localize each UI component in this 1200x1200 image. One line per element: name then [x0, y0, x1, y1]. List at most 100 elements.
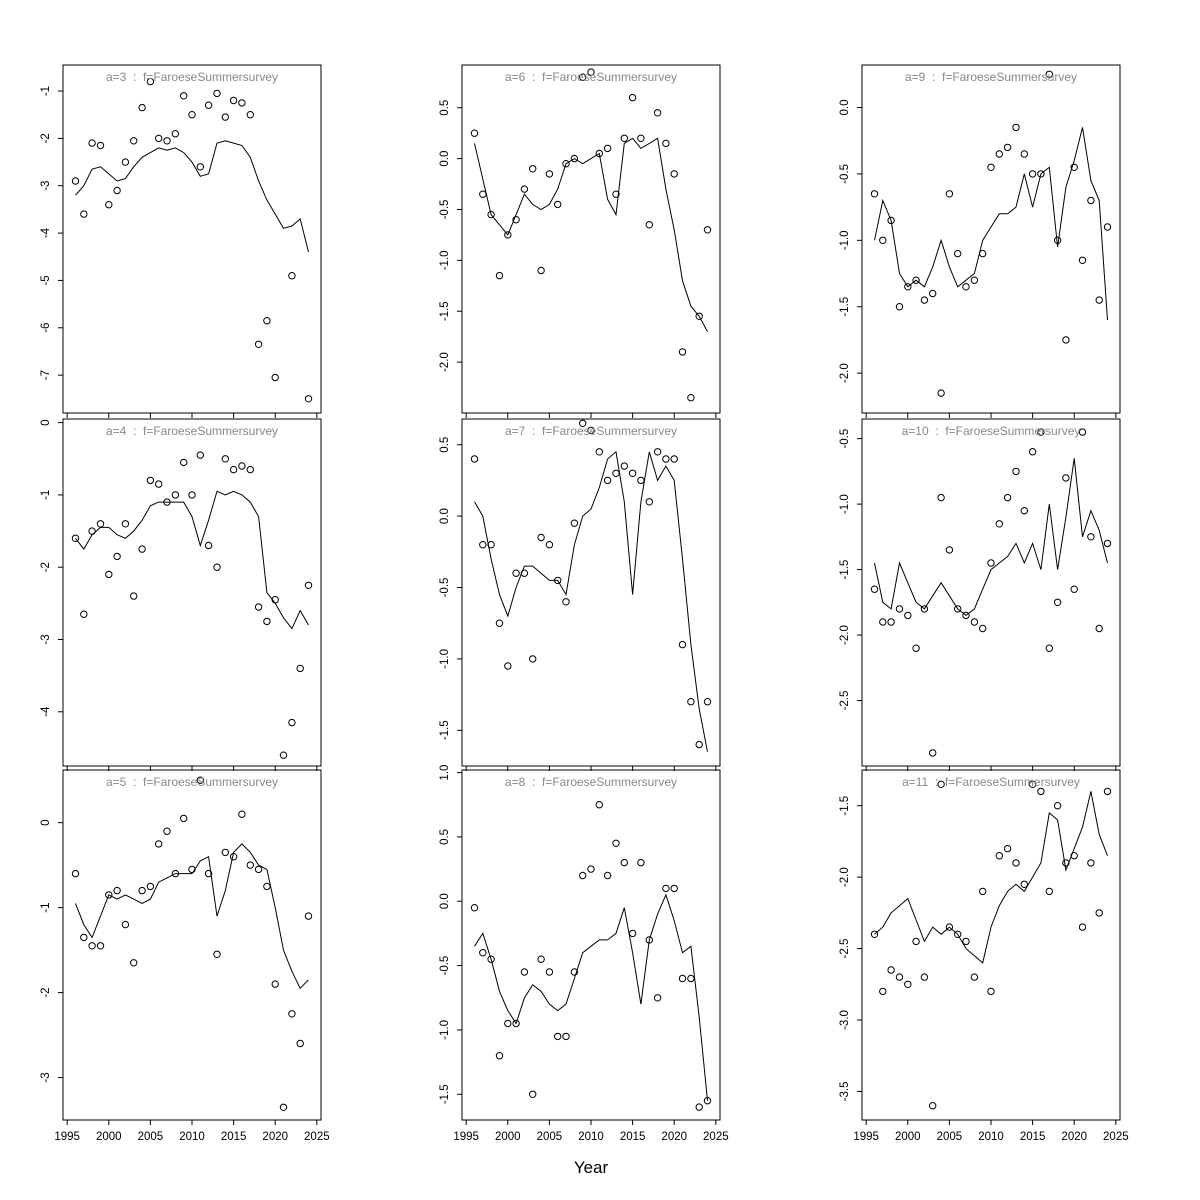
data-point — [1003, 143, 1012, 152]
data-point — [130, 959, 138, 967]
x-tick-label: 2020 — [262, 1131, 288, 1143]
data-point — [188, 491, 196, 499]
data-point — [246, 465, 255, 474]
data-point — [904, 611, 912, 620]
y-tick-label: -1.0 — [439, 1020, 451, 1040]
data-point — [1003, 844, 1012, 853]
data-point — [695, 1103, 703, 1111]
smoother-line — [474, 450, 708, 752]
data-point — [870, 930, 879, 939]
data-point — [570, 968, 579, 976]
data-point — [512, 216, 520, 224]
data-point — [520, 968, 529, 976]
data-point — [229, 465, 238, 474]
data-point — [520, 569, 529, 577]
data-point — [204, 101, 213, 109]
data-point — [895, 303, 904, 311]
data-point — [537, 533, 545, 542]
x-tick-label: 2000 — [895, 1131, 921, 1143]
data-point — [279, 1103, 288, 1111]
x-tick-label: 2010 — [578, 1131, 604, 1143]
y-tick-label: 1.0 — [439, 765, 451, 781]
y-tick-label: -1.0 — [839, 494, 851, 514]
data-point — [188, 865, 196, 874]
y-tick-label: -1.5 — [839, 560, 851, 580]
data-point — [653, 448, 662, 456]
data-point — [995, 520, 1004, 528]
y-tick-label: -3 — [40, 181, 52, 191]
y-tick-label: -3 — [40, 1072, 52, 1082]
data-point — [962, 283, 970, 291]
y-tick-label: -4 — [40, 227, 52, 238]
data-point — [954, 249, 962, 258]
data-point — [612, 839, 620, 848]
plot-strokes — [857, 418, 1121, 771]
data-point — [288, 272, 296, 280]
y-tick-label: -3.0 — [839, 1010, 851, 1030]
data-point — [229, 853, 238, 861]
data-point — [288, 718, 296, 727]
data-point — [987, 559, 995, 567]
y-tick-label: -0.5 — [439, 578, 451, 598]
data-point — [587, 426, 595, 435]
data-point — [562, 598, 570, 606]
y-tick-label: 0.0 — [439, 508, 451, 524]
data-point — [595, 149, 604, 158]
data-point — [662, 139, 670, 148]
y-tick-label: -5 — [40, 275, 52, 285]
data-point — [1062, 859, 1070, 867]
data-point — [920, 973, 929, 981]
y-tick-label: -1 — [40, 86, 52, 96]
data-point — [562, 160, 570, 168]
data-point — [1045, 644, 1054, 652]
data-point — [188, 111, 196, 119]
data-point — [105, 201, 113, 209]
data-point — [603, 871, 612, 880]
data-point — [296, 1039, 304, 1048]
data-point — [180, 92, 188, 100]
data-point — [545, 541, 554, 549]
data-point — [495, 619, 504, 627]
plot-svg-age-3: -1 -2 -3 -4 -5 -6 -7 — [40, 64, 322, 418]
data-point — [703, 698, 712, 706]
y-tick-label: -1.5 — [439, 720, 451, 740]
data-point — [1103, 539, 1112, 548]
data-point — [1087, 859, 1095, 867]
data-point — [920, 296, 929, 304]
data-point — [887, 618, 895, 626]
data-point — [221, 455, 230, 463]
data-point — [495, 271, 504, 280]
data-point — [612, 469, 620, 478]
x-axis-label: Year — [573, 1158, 609, 1177]
data-point — [121, 920, 130, 929]
data-point — [196, 451, 205, 459]
data-point — [88, 942, 96, 950]
y-tick-label: -2.0 — [839, 867, 851, 887]
data-point — [88, 527, 96, 535]
y-tick-label: -6 — [40, 323, 52, 333]
data-point — [979, 624, 987, 633]
subplot-age-4: 0 -1 -2 -3 -4 a=4 : f=FaroeseSummersurvey — [8, 407, 336, 807]
data-point — [678, 974, 687, 983]
y-tick-label: -3 — [40, 634, 52, 644]
data-point — [487, 955, 495, 963]
data-point — [512, 569, 520, 577]
data-point — [512, 1019, 520, 1028]
data-point — [1078, 428, 1087, 436]
smoother-line — [874, 458, 1108, 617]
data-point — [246, 111, 255, 119]
data-point — [495, 1052, 504, 1060]
data-point — [204, 541, 213, 550]
data-point — [271, 980, 279, 988]
data-point — [479, 190, 487, 198]
y-tick-label: 0.0 — [839, 100, 851, 116]
data-point — [146, 882, 155, 891]
data-point — [171, 491, 180, 499]
y-tick-label: -1.5 — [439, 301, 451, 321]
smoother-line — [75, 843, 309, 990]
x-tick-label: 2010 — [179, 1131, 205, 1143]
data-point — [628, 469, 637, 478]
data-point — [1028, 448, 1037, 456]
data-point — [887, 216, 895, 225]
data-point — [304, 395, 313, 403]
